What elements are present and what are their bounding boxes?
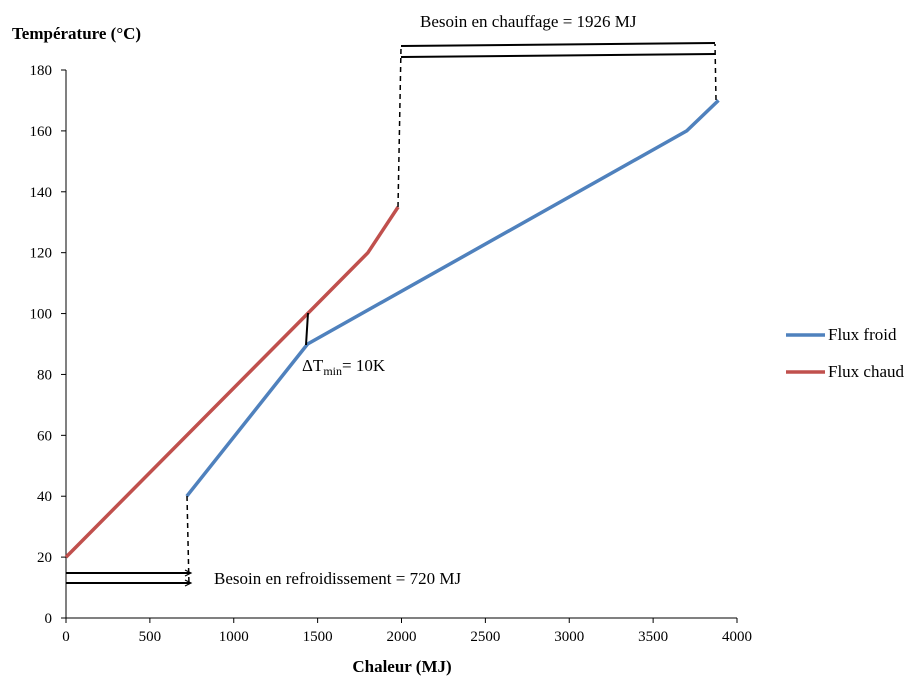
y-tick-label: 80 <box>37 367 52 383</box>
heating-dashed-right <box>714 43 717 101</box>
heating-bracket-bottom <box>400 53 716 58</box>
x-tick-label: 1000 <box>219 629 249 645</box>
heating-annotation: Besoin en chauffage = 1926 MJ <box>397 12 717 208</box>
x-tick-label: 1500 <box>303 629 333 645</box>
x-tick-label: 500 <box>139 629 162 645</box>
series-layer <box>64 99 720 559</box>
axes <box>65 70 737 619</box>
legend-entry: Flux froid <box>828 325 897 344</box>
dtmin-symbol: ΔT <box>302 356 324 375</box>
dtmin-subscript: min <box>323 364 342 378</box>
y-tick-label: 20 <box>37 550 52 566</box>
x-axis-title: Chaleur (MJ) <box>352 657 451 676</box>
y-tick-label: 40 <box>37 489 52 505</box>
y-tick-label: 140 <box>30 185 53 201</box>
y-tick-label: 160 <box>30 124 53 140</box>
dtmin-annotation: ΔTmin= 10K <box>302 312 386 378</box>
y-tick-label: 100 <box>30 307 53 323</box>
cooling-arrow-bottom <box>184 579 193 587</box>
y-tick-label: 120 <box>30 246 53 262</box>
x-tick-label: 3000 <box>554 629 584 645</box>
x-tick-label: 3500 <box>638 629 668 645</box>
x-tick-label: 4000 <box>722 629 752 645</box>
y-axis-title: Température (°C) <box>12 24 141 43</box>
heating-bracket-top <box>400 42 716 47</box>
series-line-flux-chaud <box>64 206 400 559</box>
legend: Flux froid Flux chaud <box>786 325 905 381</box>
x-ticks: 0 500 1000 1500 2000 2500 3000 3500 4000 <box>62 618 752 645</box>
heating-label: Besoin en chauffage = 1926 MJ <box>420 12 637 31</box>
x-tick-label: 0 <box>62 629 70 645</box>
heating-dashed-left <box>397 47 402 208</box>
cooling-annotation: Besoin en refroidissement = 720 MJ <box>66 495 461 588</box>
x-tick-label: 2000 <box>387 629 417 645</box>
dtmin-suffix: = 10K <box>342 356 386 375</box>
cooling-label: Besoin en refroidissement = 720 MJ <box>214 569 461 588</box>
cooling-arrow-top <box>184 569 193 577</box>
dtmin-marker-line <box>305 312 309 346</box>
y-tick-label: 0 <box>45 611 53 627</box>
y-tick-label: 180 <box>30 63 53 79</box>
dtmin-label: ΔTmin= 10K <box>302 356 386 378</box>
y-tick-label: 60 <box>37 428 52 444</box>
series-line-flux-froid <box>185 99 720 498</box>
cooling-dashed-line <box>186 495 190 587</box>
legend-entry: Flux chaud <box>828 362 905 381</box>
y-ticks: 0 20 40 60 80 100 120 140 160 180 <box>30 63 66 627</box>
x-tick-label: 2500 <box>470 629 500 645</box>
